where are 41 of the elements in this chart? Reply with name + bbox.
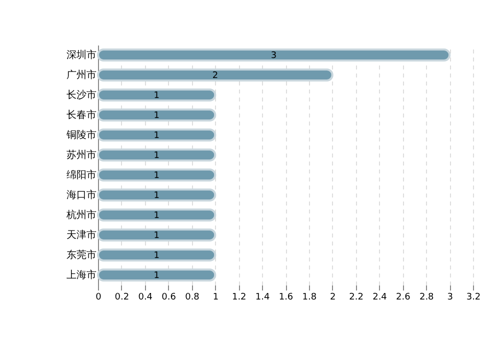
x-tick-label: 1.8 <box>302 292 317 302</box>
data-label: 1 <box>154 131 160 141</box>
y-tick-label: 广州市 <box>66 69 96 81</box>
data-label: 1 <box>154 111 160 121</box>
data-label: 1 <box>154 251 160 261</box>
x-tick-label: 2.8 <box>419 292 434 302</box>
x-tick-label: 0.8 <box>185 292 200 302</box>
x-tick-label: 0.6 <box>162 292 176 302</box>
y-tick-label: 铜陵市 <box>66 129 96 141</box>
data-label: 1 <box>154 91 160 101</box>
data-label: 1 <box>154 151 160 161</box>
data-label: 1 <box>154 191 160 201</box>
data-label: 3 <box>270 51 277 61</box>
x-tick-label: 3 <box>447 292 453 302</box>
data-label: 1 <box>154 211 160 221</box>
data-label: 2 <box>212 71 218 81</box>
x-tick-label: 2 <box>330 292 336 302</box>
data-label: 1 <box>154 231 160 241</box>
x-tick-label: 1.2 <box>232 292 246 302</box>
y-tick-label: 长春市 <box>66 109 96 121</box>
x-tick-label: 2.6 <box>396 292 411 302</box>
y-tick-label: 绵阳市 <box>66 169 96 181</box>
x-tick-label: 0.2 <box>114 292 130 302</box>
y-tick-label: 天津市 <box>66 229 96 241</box>
y-tick-label: 深圳市 <box>66 49 96 61</box>
data-label: 1 <box>154 271 160 281</box>
y-tick-label: 杭州市 <box>66 209 96 221</box>
data-label: 1 <box>154 171 160 181</box>
x-tick-label: 0 <box>96 292 102 302</box>
x-tick-label: 2.4 <box>372 292 388 302</box>
x-tick-label: 2.2 <box>349 292 364 302</box>
y-tick-label: 长沙市 <box>66 89 96 101</box>
y-tick-label: 海口市 <box>66 189 96 201</box>
x-tick-label: 3.2 <box>466 292 481 302</box>
y-tick-label: 东莞市 <box>66 249 96 261</box>
y-tick-label: 上海市 <box>66 269 96 281</box>
x-tick-label: 0.4 <box>138 292 153 302</box>
y-tick-label: 苏州市 <box>66 149 96 161</box>
x-tick-label: 1 <box>212 292 219 302</box>
x-tick-label: 1.6 <box>278 292 294 302</box>
x-tick-label: 1.4 <box>255 292 270 302</box>
